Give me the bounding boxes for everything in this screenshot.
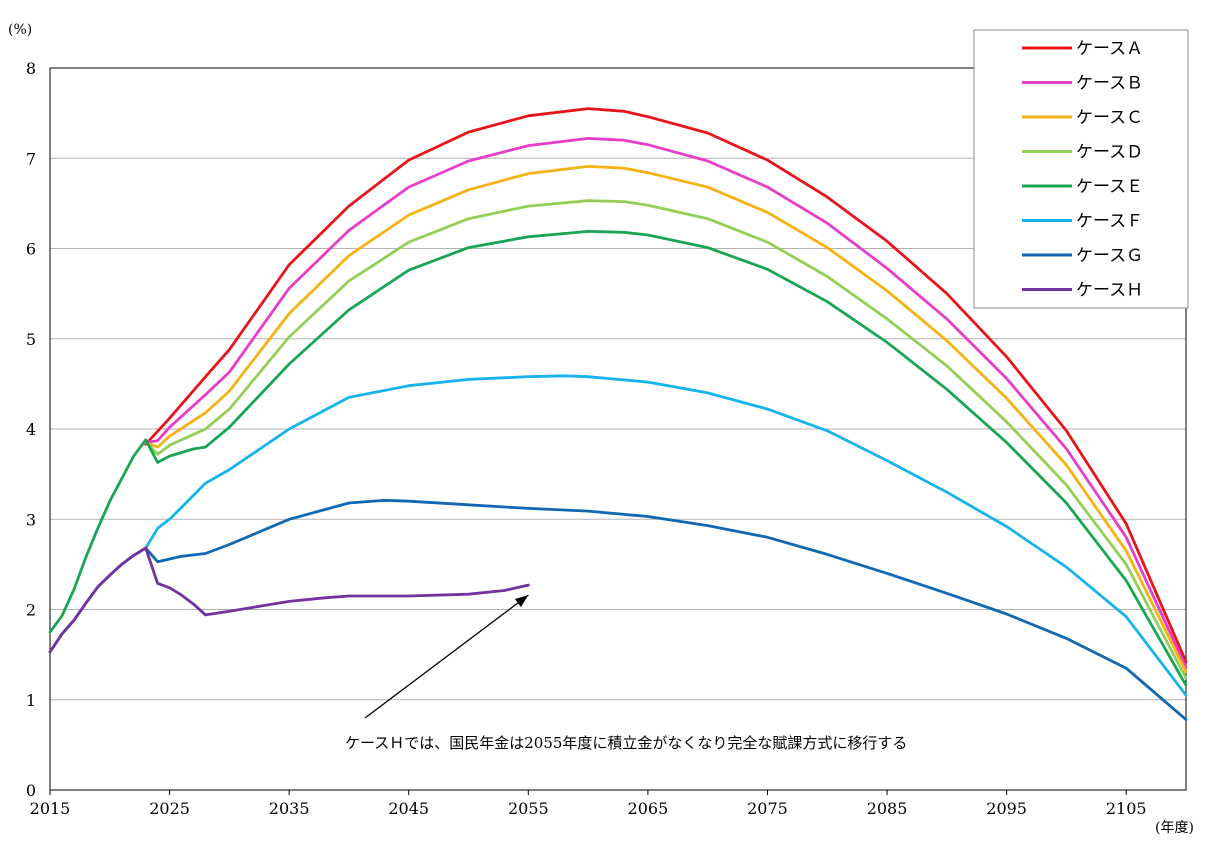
series-line-6 [144,374,1188,697]
y-tick-label: 6 [26,240,36,259]
y-tick-label: 4 [26,420,36,439]
annotation: ケースＨでは、国民年金は2055年度に積立金がなくなり完全な賦課方式に移行する [345,594,907,752]
legend-label: ケースＥ [1076,177,1143,197]
x-axis-unit-label: (年度) [1155,820,1194,836]
series-line-8 [48,546,530,654]
legend-label: ケースＧ [1076,246,1143,266]
plot-frame [49,67,1187,791]
x-tick-label: 2105 [1106,799,1147,818]
annotation-text: ケースＨでは、国民年金は2055年度に積立金がなくなり完全な賦課方式に移行する [345,734,907,752]
legend: ケースＡ ケースＢ ケースＣ ケースＤ ケースＥ ケースＦ ケースＧ ケースＨ [973,29,1189,309]
legend-box [973,29,1189,309]
x-tick-label: 2065 [628,799,669,818]
series-line-5 [48,230,1188,687]
legend-label: ケースＨ [1076,281,1143,301]
annotation-arrow [364,594,529,719]
y-tick-label: 5 [26,330,36,349]
series-lines [48,107,1188,721]
x-axis-ticks: 2015 2025 2035 2045 2055 2065 2075 2085 2095 2105 [30,790,1147,818]
series-line-2 [144,137,1188,669]
y-tick-label: 7 [26,149,36,168]
x-tick-label: 2015 [30,799,71,818]
series-line-1 [144,107,1188,664]
y-tick-label: 0 [26,781,36,800]
x-tick-label: 2025 [149,799,190,818]
legend-label: ケースＦ [1076,212,1143,232]
y-axis-unit-label: (%) [8,22,32,38]
x-tick-label: 2095 [986,799,1027,818]
y-tick-label: 1 [26,691,36,710]
legend-label: ケースＣ [1076,108,1143,128]
x-tick-label: 2045 [388,799,429,818]
y-axis-ticks: 0 1 2 3 4 5 6 7 8 [26,59,36,800]
y-tick-label: 8 [26,59,36,78]
x-tick-label: 2085 [867,799,908,818]
x-tick-label: 2055 [508,799,549,818]
legend-label: ケースＡ [1076,39,1143,59]
x-tick-label: 2035 [269,799,310,818]
series-line-4 [144,199,1188,680]
y-tick-label: 2 [26,601,36,620]
y-tick-label: 3 [26,510,36,529]
legend-label: ケースＤ [1076,143,1143,163]
legend-label: ケースＢ [1076,74,1143,94]
annotation-arrowhead [514,595,529,607]
series-line-3 [144,165,1188,674]
x-tick-label: 2075 [747,799,788,818]
